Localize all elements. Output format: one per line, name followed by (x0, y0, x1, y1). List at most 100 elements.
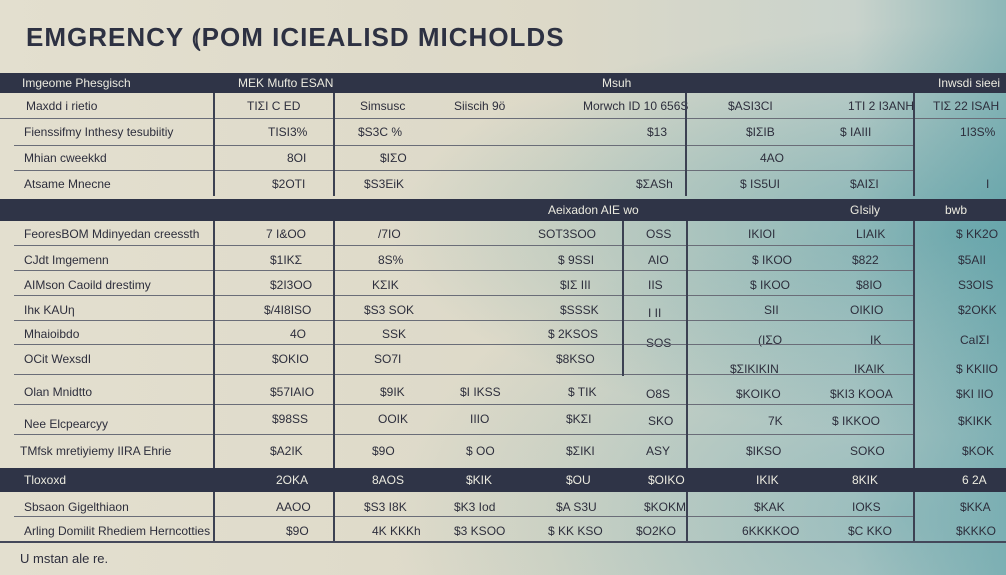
row-value: $C ΚΚO (848, 524, 893, 538)
header-band: Imgeome Phesgisch MEK Mufto ESAN Msuh In… (0, 73, 1006, 93)
row-value: $9O (286, 524, 309, 538)
row-value: $8ΙO (856, 278, 883, 292)
row-value: $822 (852, 253, 879, 267)
row-value: $Ι ΙΚSS (460, 385, 501, 399)
row-value: 7 I&OO (266, 227, 307, 241)
row-value: $ΚOΚM (644, 500, 687, 514)
row-value: ΚΣΙΚ (372, 278, 399, 292)
row-value: $O2ΚO (636, 524, 677, 538)
row-value: $2I3OO (270, 278, 313, 292)
row-value: $9ΙΚ (380, 385, 405, 399)
row-value: IΚΑΙΚ (854, 362, 885, 376)
row-value: (ΙΣO (758, 333, 783, 347)
row-value: $ ΚΚ ΚSO (548, 524, 603, 538)
row-value: $SSSK (560, 303, 599, 317)
row-value: ΑΙO (648, 253, 669, 267)
band-label: Aeixadon AIE wo (548, 203, 639, 217)
row-value: $S3EiΚ (364, 177, 405, 191)
row-value: ΙΚ (870, 333, 882, 347)
row-value: OΙΚΙO (850, 303, 884, 317)
band-label: Tloxoxd (24, 473, 67, 487)
row-value: $3 ΚSOO (454, 524, 506, 538)
subheader-c3: Siiscih 9ö (454, 99, 506, 113)
row-label: CJdt Imgemenn (24, 253, 109, 267)
row-value: $57IΑΙO (270, 385, 315, 399)
band-label: bwb (945, 203, 968, 217)
row-value: $ΣASh (636, 177, 673, 191)
row-value: CaΙΣΙ (960, 333, 990, 347)
totals-band: Tloxoxd 2OΚA 8ΑOS $ΚΙΚ $OU $OΙΚO IΚΙΚ 8Κ… (0, 468, 1006, 492)
band-label: GIsily (850, 203, 880, 217)
row-value: $ ΚΚ2O (956, 227, 999, 241)
row-value: $ΚΣΙ (566, 412, 592, 426)
row-value: $ ΙΚΚOO (832, 414, 881, 428)
row-label: Mhaioibdo (24, 327, 80, 341)
row-label: Sbsaon Gigelthiaon (24, 500, 129, 514)
row-value: ΑSY (646, 444, 671, 458)
row-value: SSK (382, 327, 407, 341)
subheader-label: Maxdd i rietio (26, 99, 98, 113)
subheader-c1: TIΣΙ C ED (247, 99, 301, 113)
row-value: SO7Ι (374, 352, 402, 366)
row-value: $ΙΣ ΙΙΙ (560, 278, 591, 292)
row-value: $ΚΙ ΙΙO (956, 387, 994, 401)
row-value: $ΚΚΚO (956, 524, 997, 538)
row-value: $ ΙΑΙΙΙ (840, 125, 872, 139)
subheader-c6: 1ΤΙ 2 I3ANH (848, 99, 915, 113)
row-value: SOT3SOO (538, 227, 597, 241)
row-label: FeoresBOM Mdinyedan creessth (24, 227, 200, 241)
band-value: 8ΚΙΚ (852, 473, 879, 487)
row-value: 1I3S% (960, 125, 996, 139)
row-value: 4O (290, 327, 307, 341)
row-value: O8S (646, 387, 671, 401)
row-value: $ΚOΚ (962, 444, 995, 458)
row-value: $ ΙΚOO (750, 278, 791, 292)
row-label: OCit WexsdΙ (24, 352, 92, 366)
band-value: 6 2Α (962, 473, 987, 487)
row-value: $9O (372, 444, 395, 458)
row-label: Arling Domilit Rhediem Herncotties (24, 524, 211, 538)
row-value: $ 9SSΙ (558, 253, 595, 267)
row-value: $ ΤIΚ (568, 385, 597, 399)
section-band: Aeixadon AIE wo GIsily bwb (0, 199, 1006, 221)
subheader-c2: Simsusc (360, 99, 406, 113)
row-label: Ihκ KAUη (24, 303, 75, 317)
header-col4: Msuh (602, 76, 632, 90)
row-value: $ ΙΚOO (752, 253, 793, 267)
row-value: $ ΙS5UΙ (740, 177, 781, 191)
band-value: 2OΚA (276, 473, 309, 487)
row-value: LΙΑΙΚ (856, 227, 886, 241)
row-value: $98SS (272, 412, 309, 426)
row-value: /7ΙO (378, 227, 401, 241)
row-label: Mhian cweekkd (24, 151, 107, 165)
row-value: $2OΤI (272, 177, 306, 191)
row-value: $OΚΙO (272, 352, 309, 366)
row-value: $ΚΙΚΚ (958, 414, 993, 428)
footnote: U mstan ale re. (20, 551, 109, 566)
row-value: $S3 SOK (364, 303, 415, 317)
band-value: IΚΙΚ (756, 473, 779, 487)
row-value: 8S% (378, 253, 404, 267)
row-value: $ΙΣΙΒ (746, 125, 775, 139)
band-value: $ΚΙΚ (466, 473, 493, 487)
row-label: AIMson Caoild drestimy (24, 278, 151, 292)
row-value: $2OΚΚ (958, 303, 997, 317)
row-value: ΑΑOO (276, 500, 311, 514)
row-value: $ΙΚSO (746, 444, 782, 458)
row-value: ΙOΚS (852, 500, 881, 514)
row-value: $ΚOIΚO (736, 387, 781, 401)
row-value: $5ΑIΙ (958, 253, 987, 267)
row-value: I (986, 177, 990, 191)
row-label: Atsame Mnecne (24, 177, 111, 191)
row-value: 8OΙ (287, 151, 307, 165)
header-col8: Inwsdi sieei (938, 76, 1001, 90)
row-value: OOΙΚ (378, 412, 409, 426)
row-value: SOΚO (850, 444, 885, 458)
row-value: TISI3% (268, 125, 308, 139)
row-value: $S3 I8Κ (364, 500, 407, 514)
row-value: $ΚΚA (960, 500, 991, 514)
row-value: 7Κ (768, 414, 783, 428)
row-value: $ΣΙΚΙΚIN (730, 362, 779, 376)
page-title: EMGRENCY ⦅POM ICIEALISD MICHOLDS (26, 22, 565, 52)
header-col0: Imgeome Phesgisch (22, 76, 131, 90)
